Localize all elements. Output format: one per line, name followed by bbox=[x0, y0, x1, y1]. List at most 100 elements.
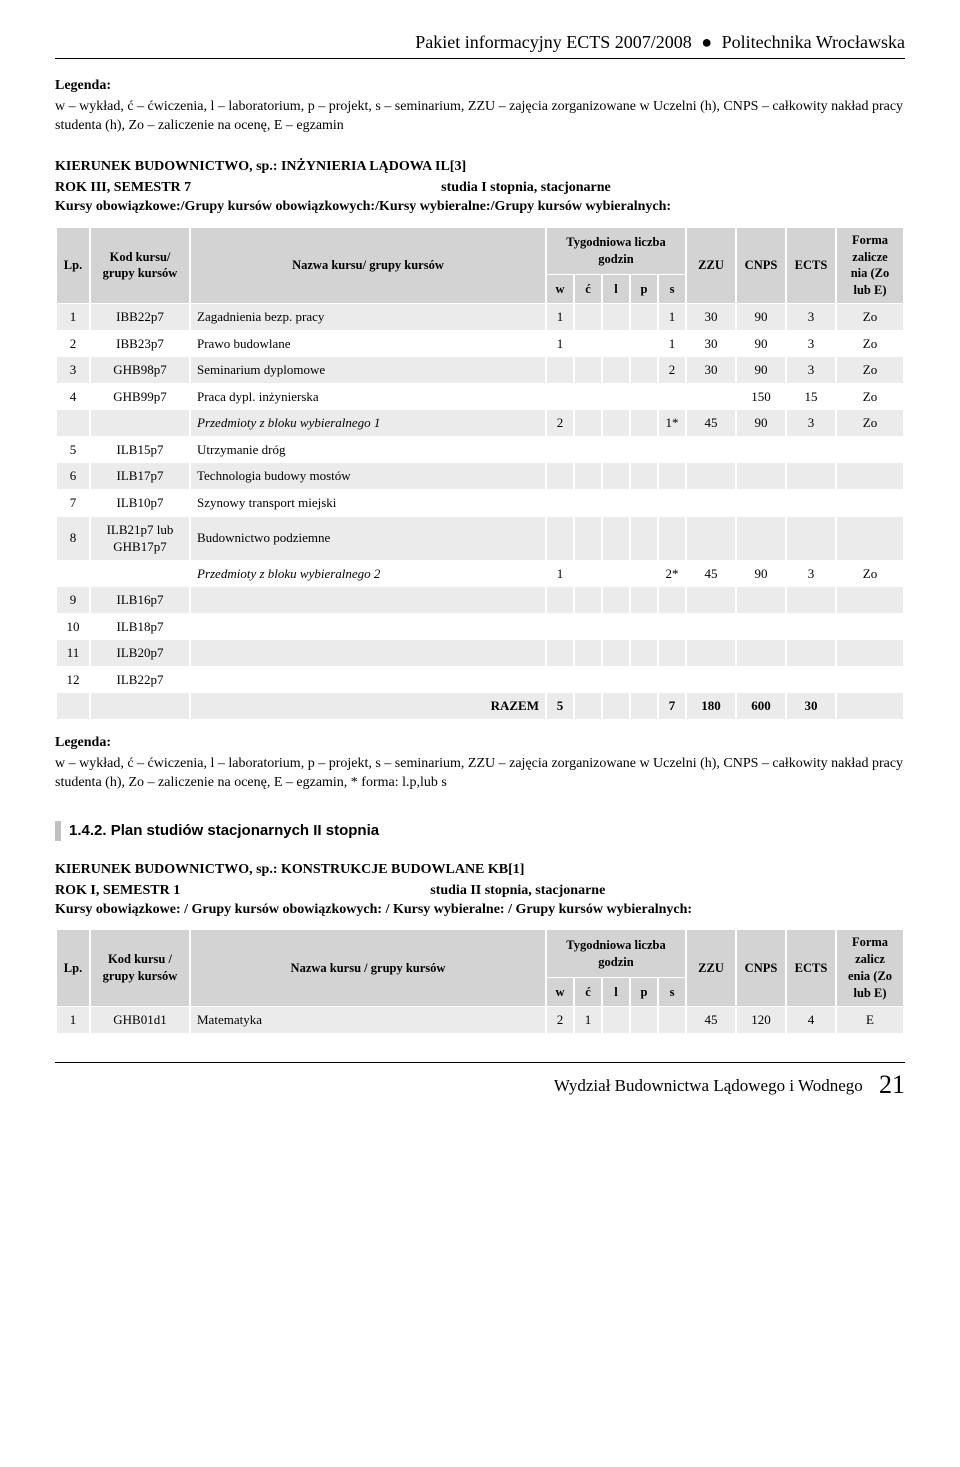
table-row: 10ILB18p7 bbox=[56, 613, 904, 640]
th-ects: ECTS bbox=[786, 227, 836, 304]
th-tyg: Tygodniowa liczba godzin bbox=[546, 227, 686, 275]
kursy: Kursy obowiązkowe:/Grupy kursów obowiązk… bbox=[55, 198, 905, 217]
table-cell bbox=[602, 463, 630, 490]
table-cell: 90 bbox=[736, 410, 786, 437]
table-cell bbox=[574, 383, 602, 410]
table-cell bbox=[602, 693, 630, 720]
th-l: l bbox=[602, 275, 630, 304]
th-s: s bbox=[658, 275, 686, 304]
table-cell: 45 bbox=[686, 1006, 736, 1033]
table-cell: ILB18p7 bbox=[90, 613, 190, 640]
table-cell bbox=[836, 613, 904, 640]
table-cell bbox=[658, 463, 686, 490]
table-cell: IBB23p7 bbox=[90, 330, 190, 357]
table-cell bbox=[574, 516, 602, 560]
table-cell: Zo bbox=[836, 383, 904, 410]
table-cell bbox=[602, 587, 630, 614]
table-cell: Zo bbox=[836, 357, 904, 384]
table-cell bbox=[630, 489, 658, 516]
table-cell: Budownictwo podziemne bbox=[190, 516, 546, 560]
table-cell bbox=[602, 640, 630, 667]
table-cell bbox=[574, 436, 602, 463]
table-cell: 3 bbox=[786, 330, 836, 357]
page-number: 21 bbox=[879, 1070, 905, 1099]
table-row: 3GHB98p7Seminarium dyplomowe230903Zo bbox=[56, 357, 904, 384]
table-cell bbox=[574, 489, 602, 516]
table-cell bbox=[736, 489, 786, 516]
table-cell bbox=[602, 436, 630, 463]
table-cell bbox=[574, 693, 602, 720]
table-cell: 2* bbox=[658, 560, 686, 587]
table-cell bbox=[836, 587, 904, 614]
table-cell: Praca dypl. inżynierska bbox=[190, 383, 546, 410]
table-cell: 3 bbox=[786, 410, 836, 437]
courses-table-1: Lp. Kod kursu/ grupy kursów Nazwa kursu/… bbox=[55, 227, 905, 720]
kierunek2: KIERUNEK BUDOWNICTWO, sp.: KONSTRUKCJE B… bbox=[55, 862, 524, 877]
table-cell: E bbox=[836, 1006, 904, 1033]
table-cell bbox=[602, 410, 630, 437]
table-cell bbox=[786, 516, 836, 560]
legend2-text: w – wykład, ć – ćwiczenia, l – laborator… bbox=[55, 755, 905, 793]
th2-kod: Kod kursu / grupy kursów bbox=[90, 930, 190, 1007]
table-cell: 8 bbox=[56, 516, 90, 560]
table-cell: 1 bbox=[658, 330, 686, 357]
table-cell bbox=[56, 693, 90, 720]
table-cell bbox=[574, 357, 602, 384]
table-cell bbox=[602, 613, 630, 640]
table-cell bbox=[736, 516, 786, 560]
table-cell: 5 bbox=[546, 693, 574, 720]
table-cell: 90 bbox=[736, 304, 786, 331]
table-cell: ILB17p7 bbox=[90, 463, 190, 490]
table-cell: 1 bbox=[546, 330, 574, 357]
table-cell bbox=[602, 1006, 630, 1033]
rok: ROK III, SEMESTR 7 bbox=[55, 179, 191, 198]
table-cell bbox=[574, 330, 602, 357]
th-p: p bbox=[630, 275, 658, 304]
table-cell: Zo bbox=[836, 330, 904, 357]
table-cell: 3 bbox=[786, 560, 836, 587]
table-cell: 180 bbox=[686, 693, 736, 720]
table-cell bbox=[686, 463, 736, 490]
th2-ects: ECTS bbox=[786, 930, 836, 1007]
table-cell bbox=[630, 463, 658, 490]
table-row: 6ILB17p7Technologia budowy mostów bbox=[56, 463, 904, 490]
table-cell bbox=[546, 383, 574, 410]
kierunek: KIERUNEK BUDOWNICTWO, sp.: INŻYNIERIA LĄ… bbox=[55, 159, 466, 174]
footer-text: Wydział Budownictwa Lądowego i Wodnego bbox=[554, 1076, 863, 1095]
table-cell: ILB16p7 bbox=[90, 587, 190, 614]
table-cell bbox=[658, 383, 686, 410]
table-cell bbox=[90, 410, 190, 437]
table-cell: Zo bbox=[836, 560, 904, 587]
table-row: 12ILB22p7 bbox=[56, 666, 904, 693]
table-cell: ILB21p7 lub GHB17p7 bbox=[90, 516, 190, 560]
th2-s: s bbox=[658, 978, 686, 1007]
table-cell bbox=[90, 693, 190, 720]
table-cell bbox=[630, 516, 658, 560]
table-cell bbox=[686, 436, 736, 463]
table-cell: 1 bbox=[546, 304, 574, 331]
table-cell: 15 bbox=[786, 383, 836, 410]
table-cell: 2 bbox=[658, 357, 686, 384]
table-cell: Utrzymanie dróg bbox=[190, 436, 546, 463]
table-cell bbox=[658, 640, 686, 667]
table-cell: 30 bbox=[686, 357, 736, 384]
table-cell: 150 bbox=[736, 383, 786, 410]
table-cell bbox=[736, 666, 786, 693]
table-row: 9ILB16p7 bbox=[56, 587, 904, 614]
table-cell: ILB15p7 bbox=[90, 436, 190, 463]
table-cell: 1 bbox=[658, 304, 686, 331]
th-kod: Kod kursu/ grupy kursów bbox=[90, 227, 190, 304]
th2-c: ć bbox=[574, 978, 602, 1007]
table-cell bbox=[658, 516, 686, 560]
table-cell bbox=[658, 489, 686, 516]
table-cell bbox=[836, 489, 904, 516]
rok-row: ROK III, SEMESTR 7 studia I stopnia, sta… bbox=[55, 179, 905, 198]
table-cell bbox=[190, 587, 546, 614]
page-footer: Wydział Budownictwa Lądowego i Wodnego 2… bbox=[55, 1062, 905, 1102]
table-cell bbox=[630, 1006, 658, 1033]
table-cell bbox=[658, 1006, 686, 1033]
table-cell bbox=[574, 463, 602, 490]
table-cell bbox=[658, 436, 686, 463]
th2-lp: Lp. bbox=[56, 930, 90, 1007]
table-cell: Matematyka bbox=[190, 1006, 546, 1033]
